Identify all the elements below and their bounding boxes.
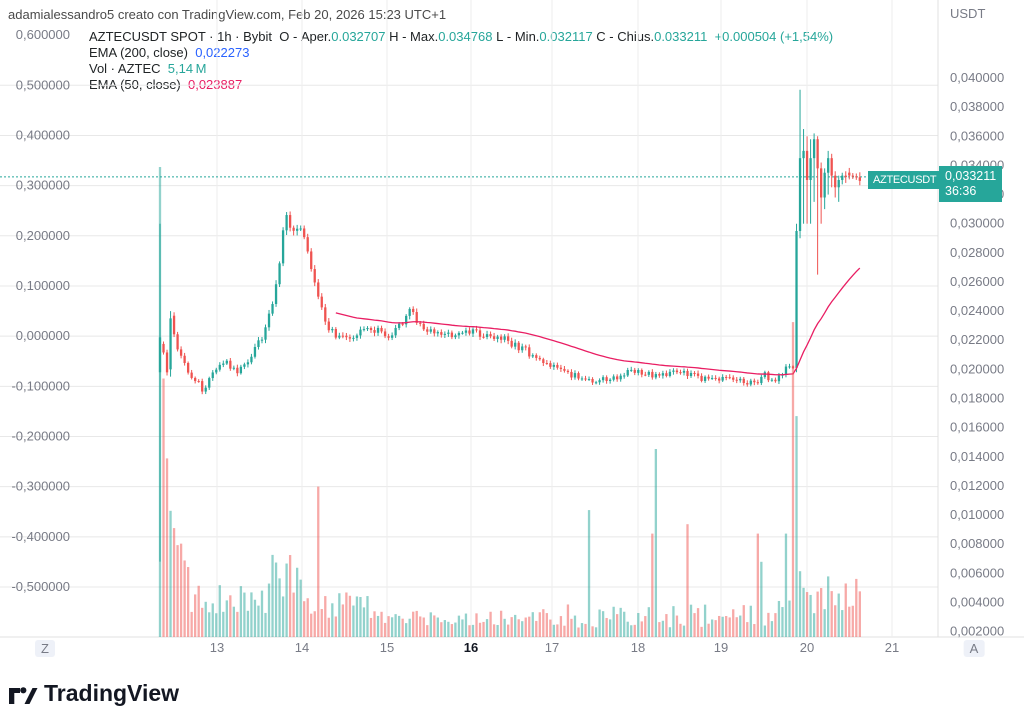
svg-text:0,038000: 0,038000 (950, 99, 1004, 114)
svg-text:0,004000: 0,004000 (950, 594, 1004, 609)
svg-text:0,500000: 0,500000 (16, 77, 70, 92)
svg-text:-0,100000: -0,100000 (11, 378, 70, 393)
svg-text:0,006000: 0,006000 (950, 565, 1004, 580)
svg-text:0,200000: 0,200000 (16, 228, 70, 243)
svg-text:0,040000: 0,040000 (950, 70, 1004, 85)
svg-text:0,026000: 0,026000 (950, 274, 1004, 289)
svg-text:0,300000: 0,300000 (16, 178, 70, 193)
svg-text:0,024000: 0,024000 (950, 303, 1004, 318)
svg-text:0,012000: 0,012000 (950, 478, 1004, 493)
svg-text:0,022000: 0,022000 (950, 332, 1004, 347)
svg-text:-0,300000: -0,300000 (11, 479, 70, 494)
svg-text:-0,500000: -0,500000 (11, 579, 70, 594)
svg-text:0,008000: 0,008000 (950, 536, 1004, 551)
svg-text:0,016000: 0,016000 (950, 420, 1004, 435)
svg-text:0,100000: 0,100000 (16, 278, 70, 293)
svg-text:0,010000: 0,010000 (950, 507, 1004, 522)
svg-text:0,028000: 0,028000 (950, 245, 1004, 260)
svg-text:0,036000: 0,036000 (950, 128, 1004, 143)
svg-text:-0,200000: -0,200000 (11, 429, 70, 444)
svg-text:0,014000: 0,014000 (950, 449, 1004, 464)
svg-text:0,000000: 0,000000 (16, 328, 70, 343)
svg-text:0,400000: 0,400000 (16, 127, 70, 142)
svg-text:0,020000: 0,020000 (950, 361, 1004, 376)
svg-text:0,018000: 0,018000 (950, 390, 1004, 405)
svg-text:0,030000: 0,030000 (950, 216, 1004, 231)
svg-text:0,600000: 0,600000 (16, 27, 70, 42)
svg-text:USDT: USDT (950, 6, 985, 21)
svg-text:0,002000: 0,002000 (950, 624, 1004, 639)
svg-text:-0,400000: -0,400000 (11, 529, 70, 544)
